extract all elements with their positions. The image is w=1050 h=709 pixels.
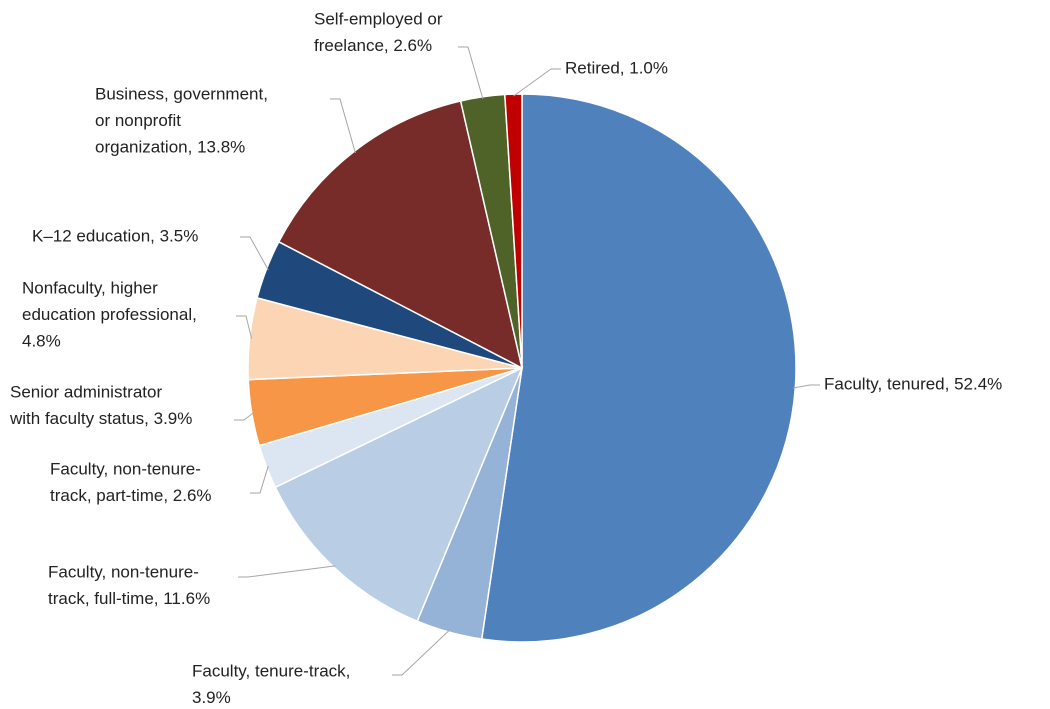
pie-slice — [274, 366, 524, 623]
data-label: organization, 13.8% — [95, 137, 245, 156]
leader-line — [793, 384, 820, 389]
leader-line — [458, 46, 484, 99]
data-label: Nonfaculty, higher — [22, 278, 158, 297]
data-label: Faculty, tenured, 52.4% — [824, 374, 1002, 393]
pie-slice — [277, 100, 524, 370]
leader-line — [250, 465, 269, 494]
data-label: Business, government, — [95, 84, 268, 103]
data-label: Senior administrator — [10, 382, 162, 401]
leader-line — [238, 565, 336, 578]
leader-line — [392, 629, 450, 676]
leader-line — [234, 412, 254, 421]
data-label: track, full-time, 11.6% — [48, 589, 210, 608]
data-label: 3.9% — [192, 688, 231, 707]
data-label: with faculty status, 3.9% — [9, 409, 192, 428]
leader-line — [236, 315, 253, 339]
data-label: Self-employed or — [314, 9, 443, 28]
data-label: Faculty, non-tenure- — [48, 562, 199, 581]
leader-line — [330, 98, 356, 154]
data-label: Faculty, tenure-track, — [192, 661, 350, 680]
data-label: 4.8% — [22, 331, 61, 350]
data-label: K–12 education, 3.5% — [32, 226, 198, 245]
data-label: Retired, 1.0% — [565, 58, 668, 77]
data-label: or nonprofit — [95, 111, 181, 130]
leader-line — [513, 68, 561, 97]
pie-slice — [480, 93, 797, 643]
data-label: Faculty, non-tenure- — [50, 459, 201, 478]
data-label: track, part-time, 2.6% — [50, 486, 212, 505]
leader-line — [240, 236, 269, 271]
data-label: education professional, — [22, 305, 197, 324]
pie-slice — [504, 93, 523, 369]
data-label: freelance, 2.6% — [314, 36, 432, 55]
